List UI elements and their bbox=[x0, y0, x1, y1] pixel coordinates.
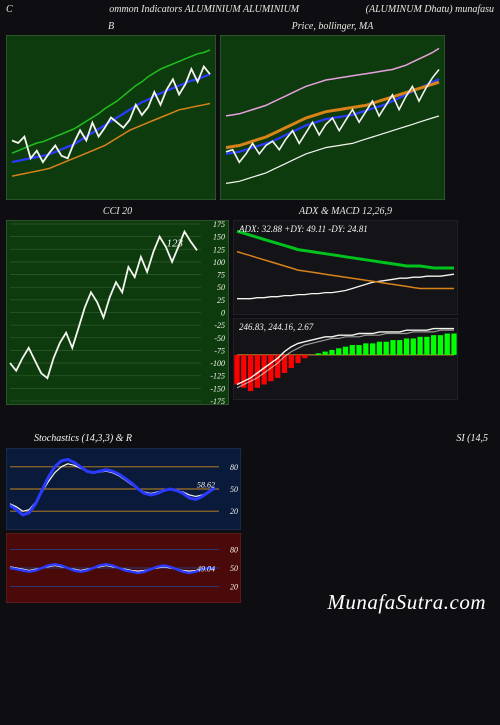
chart-rsi-svg: 20 50 80 49.04 bbox=[6, 533, 241, 603]
svg-text:75: 75 bbox=[217, 271, 225, 280]
row-3: 20 50 80 58.62 20 50 80 49.04 bbox=[0, 446, 500, 605]
panel-ma-title: Price, bollinger, MA bbox=[220, 19, 445, 35]
svg-text:-150: -150 bbox=[210, 384, 225, 393]
chart-adx-svg: ADX: 32.88 +DY: 49.11 -DY: 24.81 bbox=[233, 220, 458, 315]
header-center: ommon Indicators ALUMINIUM ALUMINIUM bbox=[109, 4, 299, 15]
svg-text:-175: -175 bbox=[210, 397, 225, 405]
panel-ma: Price, bollinger, MA bbox=[220, 19, 445, 200]
row-3-titles: Stochastics (14,3,3) & R SI (14,5 bbox=[0, 431, 500, 446]
panel-cci: CCI 20 -175 -150 -125 -100 -75 -50 -25 0 25 50 75 1… bbox=[6, 204, 229, 405]
svg-text:20: 20 bbox=[230, 583, 238, 592]
header-right: (ALUMINUM Dhatu) munafasu bbox=[366, 4, 494, 15]
svg-text:-50: -50 bbox=[214, 334, 225, 343]
page-header: C ommon Indicators ALUMINIUM ALUMINIUM (… bbox=[0, 0, 500, 17]
svg-text:58.62: 58.62 bbox=[197, 481, 215, 490]
panel-adx-macd-stack: ADX & MACD 12,26,9 ADX: 32.88 +DY: 49.11… bbox=[233, 204, 458, 400]
svg-text:50: 50 bbox=[217, 283, 225, 292]
chart-macd-svg: 246.83, 244.16, 2.67 bbox=[233, 318, 458, 400]
svg-text:ADX: 32.88 +DY: 49.11 -DY:: ADX: 32.88 +DY: 49.11 -DY: 24.81 bbox=[238, 224, 368, 234]
svg-text:-125: -125 bbox=[210, 372, 225, 381]
svg-text:0: 0 bbox=[221, 309, 225, 318]
svg-text:49.04: 49.04 bbox=[197, 565, 215, 574]
panel-b: B bbox=[6, 19, 216, 200]
svg-text:20: 20 bbox=[230, 507, 238, 516]
svg-text:-100: -100 bbox=[210, 359, 225, 368]
row-2: CCI 20 -175 -150 -125 -100 -75 -50 -25 0 25 50 75 1… bbox=[0, 202, 500, 407]
chart-cci-svg: -175 -150 -125 -100 -75 -50 -25 0 25 50 75 100 125 15… bbox=[6, 220, 229, 405]
svg-text:50: 50 bbox=[230, 564, 238, 573]
chart-stoch-svg: 20 50 80 58.62 bbox=[6, 448, 241, 530]
panel-cci-title: CCI 20 bbox=[6, 204, 229, 220]
svg-text:246.83, 244.16, 2.67: 246.83, 244.16, 2.67 bbox=[239, 322, 314, 332]
chart-b-svg bbox=[6, 35, 216, 200]
row-1: B Price, bollinger, MA bbox=[0, 17, 500, 202]
panel-stoch-title: Stochastics (14,3,3) & R bbox=[6, 433, 132, 444]
svg-text:100: 100 bbox=[213, 258, 225, 267]
svg-text:150: 150 bbox=[213, 233, 225, 242]
chart-ma-svg bbox=[220, 35, 445, 200]
svg-text:50: 50 bbox=[230, 485, 238, 494]
svg-text:25: 25 bbox=[217, 296, 225, 305]
panel-b-title: B bbox=[6, 19, 216, 35]
svg-text:-25: -25 bbox=[214, 321, 225, 330]
panel-adx-title: ADX & MACD 12,26,9 bbox=[233, 204, 458, 220]
panel-rsi-title: SI (14,5 bbox=[456, 433, 494, 444]
svg-text:80: 80 bbox=[230, 463, 238, 472]
svg-text:-75: -75 bbox=[214, 346, 225, 355]
svg-text:123: 123 bbox=[167, 237, 184, 249]
svg-text:80: 80 bbox=[230, 545, 238, 554]
watermark: MunafaSutra.com bbox=[327, 590, 486, 615]
header-left: C bbox=[6, 4, 43, 15]
svg-text:175: 175 bbox=[213, 220, 225, 229]
svg-text:125: 125 bbox=[213, 245, 225, 254]
